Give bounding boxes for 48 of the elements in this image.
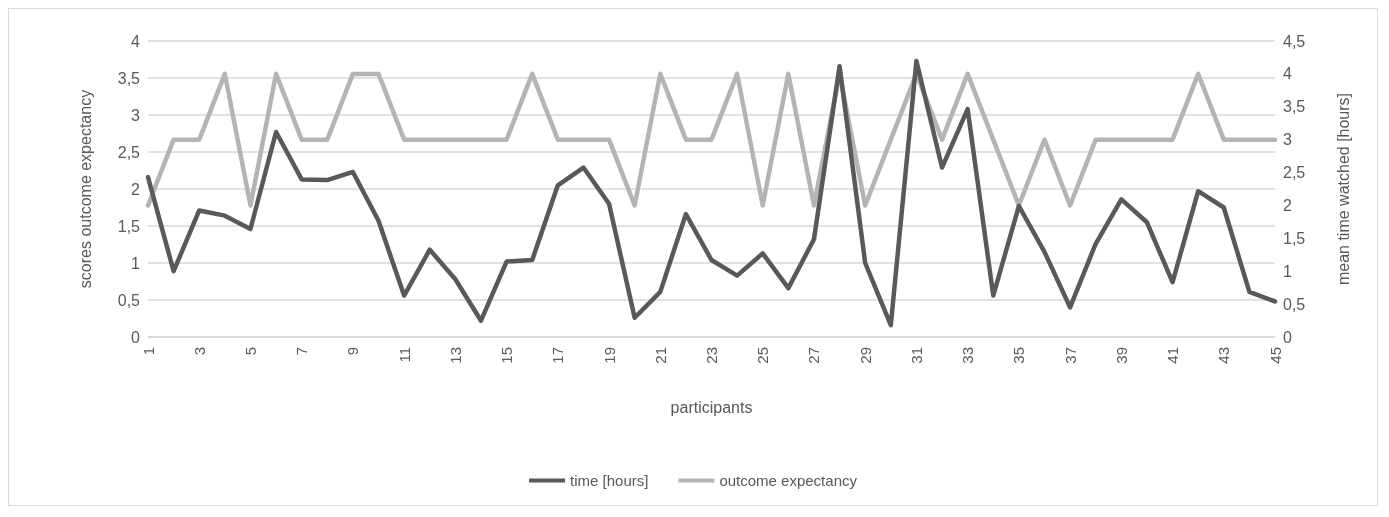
y2-tick-label: 4 [1283, 65, 1292, 83]
y2-tick-label: 4,5 [1283, 32, 1306, 50]
y2-tick-label: 3,5 [1283, 98, 1306, 116]
x-tick-label: 11 [395, 347, 413, 363]
x-tick-label: 1 [139, 347, 157, 356]
y2-tick-label: 0,5 [1283, 295, 1306, 313]
x-tick-label: 37 [1061, 347, 1079, 364]
y2-tick-label: 1 [1283, 262, 1292, 280]
x-tick-label: 19 [600, 347, 618, 364]
x-tick-label: 39 [1112, 347, 1130, 364]
x-tick-label: 45 [1266, 347, 1284, 364]
y2-tick-label: 2,5 [1283, 164, 1306, 182]
y-tick-label: 3,5 [117, 69, 141, 87]
y-axis-title: scores outcome expectancy [76, 89, 94, 289]
y-tick-label: 4 [131, 32, 141, 50]
y2-tick-label: 1,5 [1283, 229, 1306, 247]
x-tick-label: 17 [549, 347, 567, 364]
x-tick-label: 3 [190, 347, 208, 356]
line-series [145, 58, 1278, 328]
y-tick-label: 1,5 [117, 217, 141, 235]
x-tick-label: 9 [344, 347, 362, 356]
x-tick-label: 31 [907, 347, 925, 364]
x-tick-label: 43 [1215, 347, 1233, 364]
x-tick-label: 23 [703, 347, 720, 364]
y-tick-label: 3 [131, 106, 141, 124]
y-tick-label: 2,5 [117, 143, 141, 161]
legend-label: time [hours] [570, 472, 649, 489]
x-tick-label: 41 [1164, 347, 1182, 364]
x-tick-label: 29 [856, 347, 874, 364]
x-tick-label: 35 [1010, 347, 1028, 364]
y-tick-label: 0,5 [117, 291, 141, 309]
y-tick-label: 1 [131, 254, 141, 272]
legend-label: outcome expectancy [719, 472, 858, 489]
x-tick-label: 33 [959, 347, 977, 364]
y-tick-label: 0 [131, 328, 141, 346]
y2-axis-title: mean time watched [hours] [1334, 92, 1352, 286]
x-tick-label: 25 [754, 347, 772, 364]
x-tick-label: 13 [446, 347, 464, 364]
x-tick-label: 27 [805, 347, 823, 364]
x-axis-title: participants [670, 398, 753, 416]
x-tick-label: 15 [498, 347, 516, 364]
y2-tick-label: 2 [1283, 196, 1292, 214]
y-tick-label: 2 [131, 180, 141, 198]
y2-tick-label: 3 [1283, 131, 1292, 149]
x-tick-label: 5 [241, 347, 259, 356]
y2-tick-label: 0 [1283, 328, 1292, 346]
x-tick-label: 7 [293, 347, 311, 356]
x-tick-label: 21 [651, 347, 669, 364]
